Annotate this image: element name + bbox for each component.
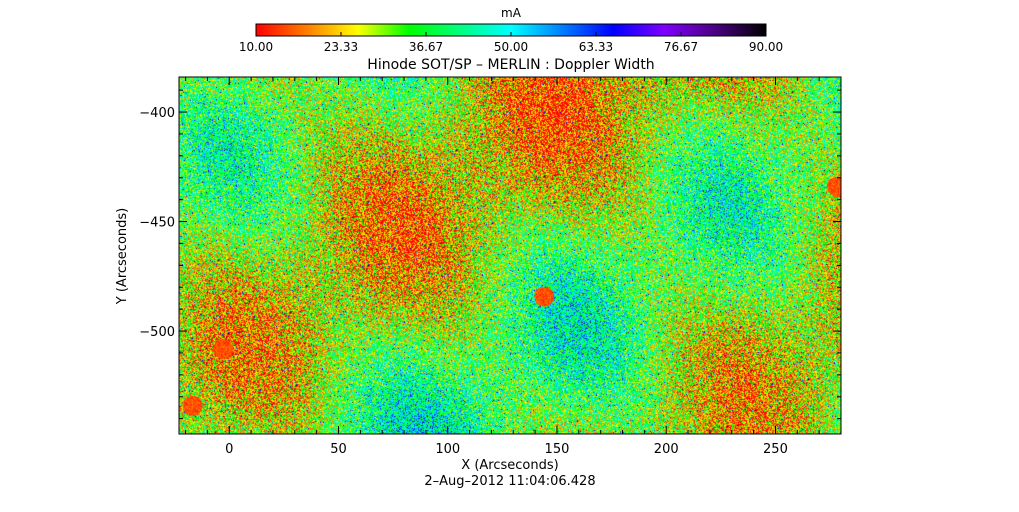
colorbar-tick-label: 10.00 (239, 40, 273, 54)
y-tick-label: −500 (139, 325, 175, 340)
x-tick-label: 200 (654, 442, 679, 457)
x-tick-label: 250 (763, 442, 788, 457)
chart-title: Hinode SOT/SP – MERLIN : Doppler Width (367, 57, 654, 73)
x-axis-label: X (Arcseconds) (461, 458, 558, 473)
colorbar-tick-label: 36.67 (409, 40, 443, 54)
colorbar-tick-label: 90.00 (749, 40, 783, 54)
x-tick-label: 0 (225, 442, 233, 457)
x-tick-label: 100 (435, 442, 460, 457)
heatmap-image (179, 77, 841, 434)
y-axis-label: Y (Arcseconds) (115, 208, 130, 305)
colorbar-tick-label: 23.33 (324, 40, 358, 54)
x-axis: 0 50 100 150 200 250 (185, 77, 842, 457)
y-axis: −400 −450 −500 (139, 89, 841, 420)
colorbar-tick-label: 50.00 (494, 40, 528, 54)
colorbar-label: mA (501, 6, 522, 20)
heatmap-canvas (179, 77, 841, 434)
colorbar-tick-label: 63.33 (579, 40, 613, 54)
x-tick-label: 50 (330, 442, 347, 457)
colorbar-tick-label: 76.67 (664, 40, 698, 54)
x-tick-label: 150 (545, 442, 570, 457)
colorbar: mA 10.00 23.33 36.67 50.00 63.33 76.67 90.00 (239, 6, 783, 54)
y-tick-label: −450 (139, 216, 175, 231)
colorbar-ticks: 10.00 23.33 36.67 50.00 63.33 76.67 90.00 (239, 32, 783, 54)
plot-frame (178, 76, 842, 435)
timestamp: 2–Aug–2012 11:04:06.428 (424, 474, 595, 489)
y-tick-label: −400 (139, 106, 175, 121)
